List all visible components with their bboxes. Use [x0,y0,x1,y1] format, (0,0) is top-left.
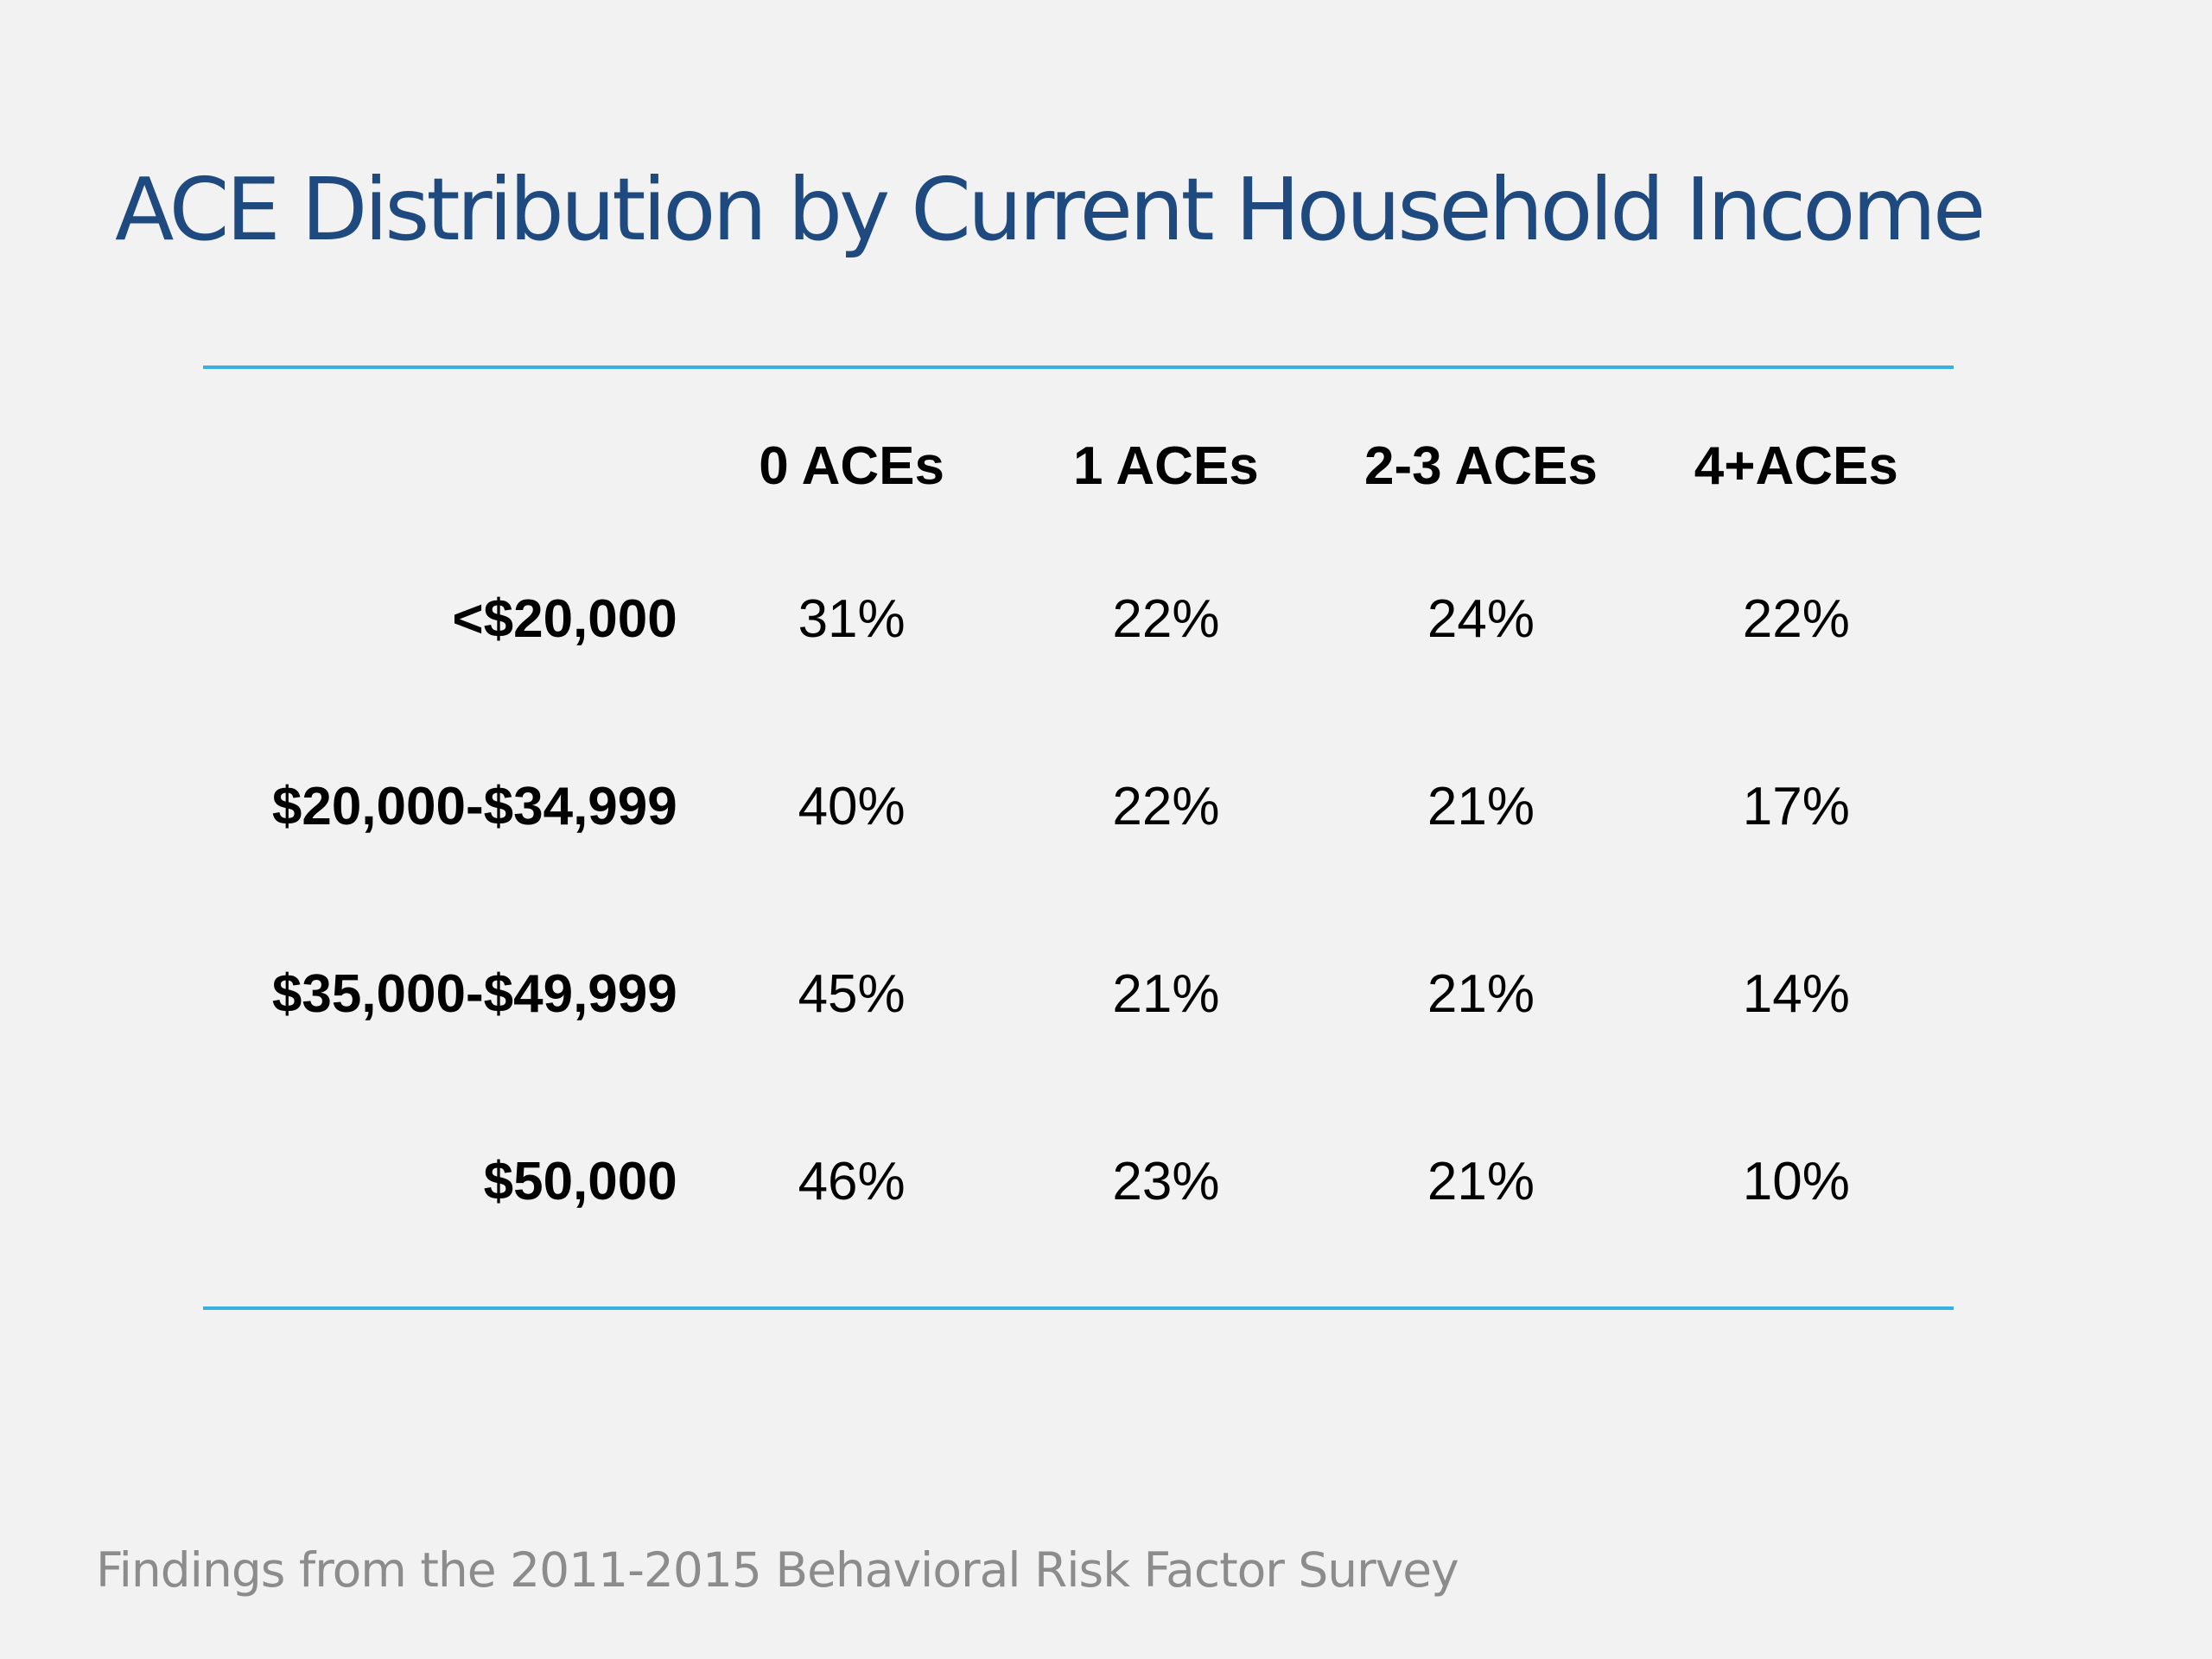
column-header: 2-3 ACEs [1363,435,1598,496]
header-corner-cell [203,406,695,525]
table-cell: 24% [1427,589,1535,649]
ace-table-container: 0 ACEs 1 ACEs 2-3 ACEs 4+ACEs <$20,000 3… [203,406,1954,1275]
table-row: $50,000 46% 23% 21% 10% [203,1088,1954,1275]
table-cell: 21% [1427,777,1535,836]
table-cell: 22% [1112,589,1220,649]
table-cell: 45% [798,964,906,1024]
table-cell: 14% [1742,964,1850,1024]
table-bottom-rule [203,1306,1954,1310]
table-row: <$20,000 31% 22% 24% 22% [203,525,1954,713]
column-header: 0 ACEs [759,435,945,496]
row-label: $35,000-$49,999 [271,964,677,1024]
table-cell: 17% [1742,777,1850,836]
table-row: $20,000-$34,999 40% 22% 21% 17% [203,713,1954,900]
table-cell: 22% [1742,589,1850,649]
table-cell: 23% [1112,1152,1220,1211]
row-label: <$20,000 [452,589,677,649]
table-cell: 46% [798,1152,906,1211]
column-header: 4+ACEs [1694,435,1898,496]
row-label: $50,000 [483,1152,677,1211]
table-row: $35,000-$49,999 45% 21% 21% 14% [203,900,1954,1088]
column-header: 1 ACEs [1073,435,1259,496]
table-cell: 40% [798,777,906,836]
ace-distribution-table: 0 ACEs 1 ACEs 2-3 ACEs 4+ACEs <$20,000 3… [203,406,1954,1275]
slide-title: ACE Distribution by Current Household In… [115,159,1986,260]
table-cell: 31% [798,589,906,649]
table-cell: 10% [1742,1152,1850,1211]
source-footnote: Findings from the 2011-2015 Behavioral R… [96,1542,1459,1598]
table-cell: 22% [1112,777,1220,836]
table-top-rule [203,365,1954,369]
table-header-row: 0 ACEs 1 ACEs 2-3 ACEs 4+ACEs [203,406,1954,525]
row-label: $20,000-$34,999 [271,777,677,836]
table-cell: 21% [1112,964,1220,1024]
table-cell: 21% [1427,1152,1535,1211]
table-cell: 21% [1427,964,1535,1024]
